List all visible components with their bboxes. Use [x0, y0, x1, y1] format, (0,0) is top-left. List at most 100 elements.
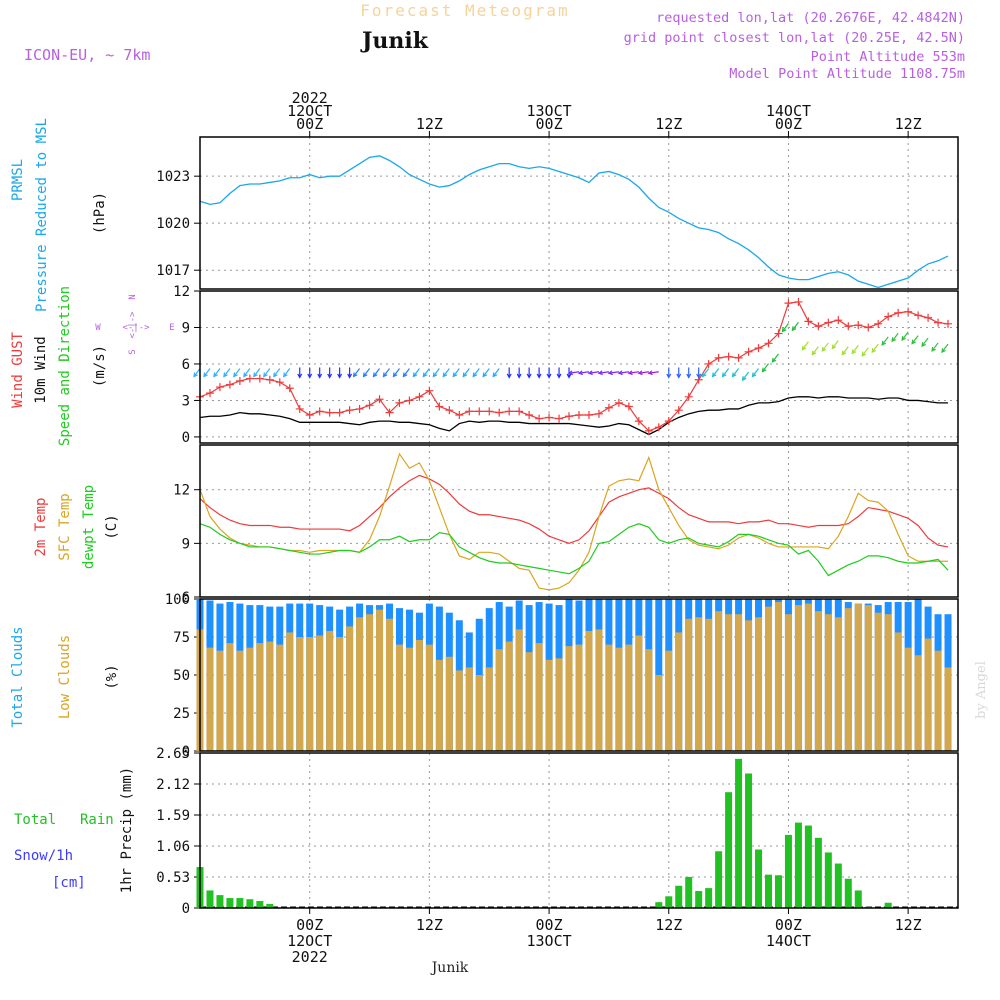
low-cloud-bar [535, 643, 543, 751]
wind-gust-marker [485, 407, 494, 416]
bottom-time-label: 00Z [296, 916, 323, 934]
wind-gust-marker [684, 392, 693, 401]
watermark: by Angel [974, 661, 989, 719]
clouds-unit-label: (%) [104, 664, 120, 689]
wind-gust-marker [704, 359, 713, 368]
wind-direction-arrow [273, 368, 281, 378]
compass-south: S [128, 349, 138, 354]
arrow-head [347, 373, 353, 379]
wind-gust-marker [914, 311, 923, 320]
wind-gust-marker [455, 411, 464, 420]
rain-bar [655, 902, 663, 908]
top-time-label: 2022 [292, 89, 328, 107]
arrow-shaft [722, 368, 730, 377]
compass-east: E [169, 323, 174, 333]
arrow-shaft [871, 343, 879, 353]
wind-gust-marker [255, 374, 264, 383]
arrow-shaft [383, 368, 390, 377]
low-cloud-bar [386, 618, 393, 751]
arrow-shaft [588, 371, 600, 374]
wind-direction-arrow [442, 368, 450, 378]
arrow-head [243, 372, 248, 378]
arrow-shaft [353, 368, 361, 377]
arrow-shaft [402, 368, 410, 377]
arrow-head [931, 346, 936, 352]
wind-direction-arrow [307, 367, 313, 379]
wind-direction-arrow [666, 367, 672, 379]
wind-direction-arrow [526, 367, 532, 379]
wind-direction-arrow [791, 321, 799, 332]
wind-direction-arrow [203, 368, 211, 378]
low-cloud-bar [914, 655, 922, 751]
wind-direction-arrow [841, 346, 849, 356]
wind-direction-arrow [317, 367, 323, 379]
wind-gust-marker [215, 383, 224, 392]
low-cloud-bar [565, 646, 573, 751]
wind-gust-marker [515, 407, 524, 416]
y-tick-label: 1023 [156, 169, 190, 185]
temp-2m-line [199, 474, 949, 548]
arrow-shaft [861, 347, 869, 357]
low-cloud-bar [525, 652, 533, 751]
arrow-shaft [492, 368, 500, 377]
snow-unit-label: [cm] [52, 875, 86, 891]
wind-direction-arrow [637, 370, 649, 376]
arrow-head [761, 367, 767, 373]
y-tick-label: 0 [182, 430, 190, 446]
low-cloud-bar [765, 606, 772, 751]
arrow-head [831, 344, 837, 350]
wind-direction-arrow [223, 368, 231, 378]
low-cloud-bar [904, 647, 912, 751]
arrow-head [462, 372, 468, 378]
wind-direction-arrow [647, 370, 659, 376]
arrow-head [526, 373, 532, 379]
low-cloud-bar [326, 630, 334, 751]
low-cloud-bar [774, 602, 782, 751]
low-cloud-bar [316, 635, 324, 751]
panel-frame [199, 752, 959, 909]
arrow-head [536, 373, 542, 379]
arrow-shaft [578, 371, 590, 374]
wind-direction-label: Speed and Direction [57, 286, 73, 446]
low-cloud-bar [705, 618, 713, 751]
wind-direction-arrow [871, 343, 879, 354]
wind-direction-arrow [233, 368, 241, 378]
arrow-shaft [821, 342, 829, 352]
arrow-head [881, 340, 887, 346]
arrow-head [676, 373, 682, 379]
arrow-shaft [442, 368, 450, 377]
wind-direction-arrow [402, 368, 410, 378]
arrow-head [273, 372, 278, 378]
arrow-shaft [432, 368, 440, 377]
low-cloud-bar [445, 656, 453, 751]
low-cloud-bar [605, 644, 613, 751]
wind-compass: N <-|-> S W <-|-> E [95, 294, 174, 354]
wind-direction-arrow [462, 368, 470, 378]
low-cloud-bar [884, 614, 892, 751]
rain-bar [884, 902, 892, 908]
footer-location: Junik [430, 960, 469, 976]
wind-gust-marker [644, 426, 653, 435]
arrow-head [821, 346, 827, 352]
arrow-head [492, 372, 498, 378]
arrow-head [317, 373, 323, 379]
arrow-shaft [412, 368, 420, 377]
top-time-label: 00Z [296, 115, 323, 133]
low-cloud-bar [625, 644, 633, 751]
arrow-shaft [203, 368, 211, 377]
temp-dewpt-line [199, 523, 949, 577]
y-tick-label: 50 [173, 668, 190, 684]
wind-direction-arrow [911, 335, 919, 345]
arrow-head [721, 372, 727, 378]
low-cloud-bar [306, 637, 314, 751]
low-cloud-bar [555, 658, 563, 751]
wind-direction-arrow [831, 340, 839, 350]
wind-gust-marker [565, 412, 574, 421]
arrow-head [891, 337, 897, 343]
wind-unit-label: (m/s) [92, 345, 108, 387]
wind-label: 10m Wind [33, 336, 49, 403]
app-title: Forecast Meteogram [360, 1, 569, 20]
rain-bar [814, 837, 822, 908]
wind-direction-arrow [597, 370, 610, 376]
arrow-shaft [608, 371, 619, 374]
